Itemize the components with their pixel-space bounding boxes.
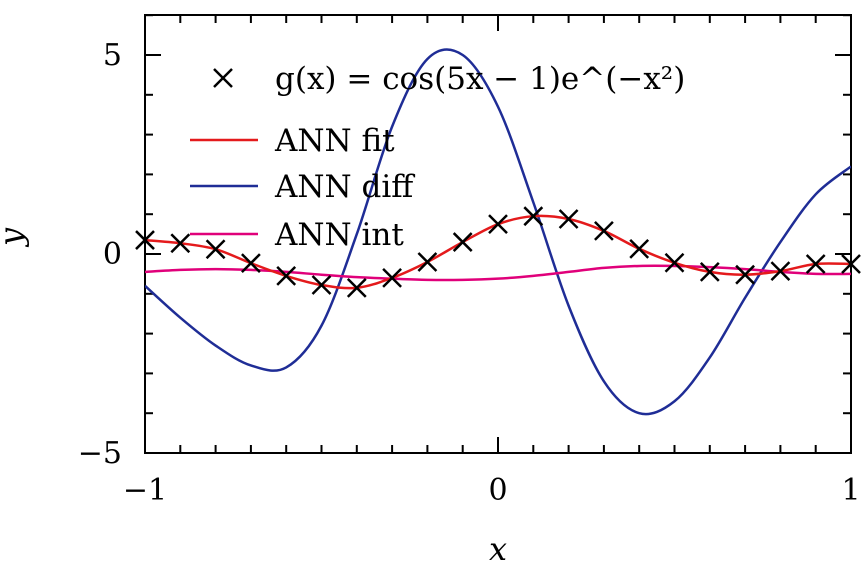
marker-stroke <box>417 252 438 272</box>
series-line-ann-int <box>145 264 851 282</box>
data-point-marker <box>594 221 614 241</box>
data-point-marker <box>523 206 544 227</box>
legend-label-ann-diff: ANN diff <box>274 169 415 205</box>
marker-stroke <box>664 252 685 273</box>
data-point-marker <box>664 252 685 273</box>
marker-stroke <box>594 221 614 241</box>
data-point-marker <box>629 238 650 259</box>
data-point-marker <box>735 264 755 285</box>
marker-stroke <box>241 253 261 274</box>
marker-stroke <box>841 254 861 274</box>
data-point-marker <box>241 253 261 274</box>
marker-stroke <box>735 264 755 285</box>
series-line-ann-diff <box>145 48 851 416</box>
marker-stroke <box>382 267 402 288</box>
y-axis-label: y <box>0 227 30 248</box>
data-point-marker <box>805 254 826 274</box>
marker-stroke <box>452 232 473 252</box>
marker-stroke <box>205 239 226 260</box>
data-point-marker <box>417 252 438 272</box>
data-point-marker <box>488 214 508 235</box>
data-point-marker <box>276 266 297 286</box>
data-point-marker <box>382 267 402 288</box>
legend-label-g: g(x) = cos(5x − 1)e^(−x²) <box>275 61 685 97</box>
marker-stroke <box>346 277 367 298</box>
data-point-marker <box>452 232 473 252</box>
legend-marker-symbol <box>213 68 233 88</box>
marker-stroke <box>311 275 332 295</box>
data-point-marker <box>558 209 579 229</box>
x-axis-label: x <box>489 530 507 568</box>
marker-stroke <box>276 266 297 286</box>
x-tick-label: 1 <box>841 473 860 508</box>
marker-stroke <box>213 68 233 88</box>
marker-stroke <box>523 206 544 227</box>
legend-label-ann-int: ANN int <box>274 217 404 253</box>
marker-stroke <box>558 209 579 229</box>
data-point-marker <box>135 230 155 250</box>
series-line-ann-fit <box>145 214 851 290</box>
legend-label-ann-fit: ANN fit <box>274 123 395 159</box>
marker-stroke <box>488 214 508 235</box>
marker-stroke <box>770 261 791 281</box>
x-tick-label: −1 <box>123 473 167 508</box>
data-point-marker <box>346 277 367 298</box>
marker-stroke <box>699 262 720 282</box>
x-tick-label: 0 <box>488 473 507 508</box>
data-point-marker <box>770 261 791 281</box>
y-tick-label: −5 <box>78 436 122 471</box>
marker-stroke <box>135 230 155 250</box>
data-point-marker <box>170 233 191 254</box>
data-point-marker <box>311 275 332 295</box>
marker-stroke <box>805 254 826 274</box>
marker-stroke <box>629 238 650 259</box>
data-point-marker <box>205 239 226 260</box>
data-point-marker <box>841 254 861 274</box>
data-point-marker <box>699 262 720 282</box>
y-tick-label: 0 <box>103 237 122 272</box>
marker-stroke <box>170 233 191 254</box>
y-tick-label: 5 <box>103 38 122 73</box>
